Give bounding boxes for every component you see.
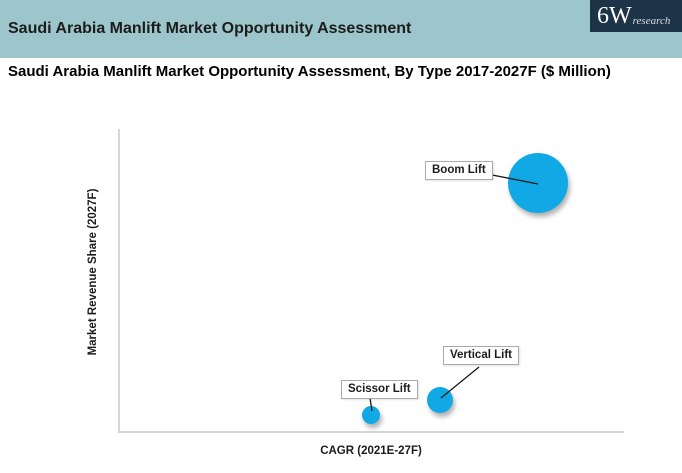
data-label-boom-lift: Boom Lift bbox=[425, 161, 493, 180]
x-axis-title: CAGR (2021E-27F) bbox=[320, 445, 422, 457]
data-label-scissor-lift: Scissor Lift bbox=[341, 380, 418, 399]
brand-logo: 6W research bbox=[590, 0, 682, 32]
brand-logo-sub-text: research bbox=[632, 15, 671, 27]
x-axis-line bbox=[118, 431, 624, 433]
data-label-vertical-lift: Vertical Lift bbox=[443, 346, 519, 365]
y-axis-title: Market Revenue Share (2027F) bbox=[87, 188, 99, 356]
header-bar: Saudi Arabia Manlift Market Opportunity … bbox=[0, 0, 682, 58]
page-title: Saudi Arabia Manlift Market Opportunity … bbox=[8, 20, 412, 37]
brand-logo-main-text: 6W bbox=[597, 3, 632, 29]
y-axis-line bbox=[118, 129, 120, 432]
bubble-boom-lift bbox=[508, 153, 568, 213]
chart-title: Saudi Arabia Manlift Market Opportunity … bbox=[0, 58, 682, 87]
bubble-scissor-lift bbox=[362, 406, 380, 424]
bubble-vertical-lift bbox=[427, 387, 453, 413]
